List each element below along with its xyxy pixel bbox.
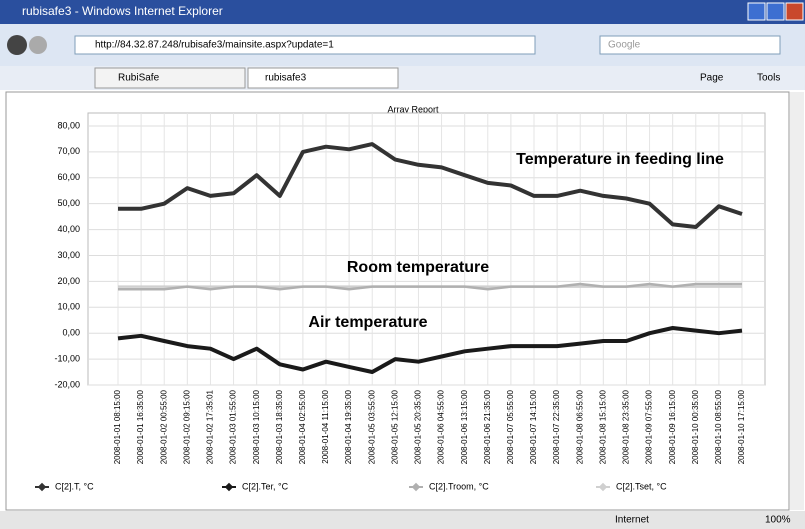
x-tick-label: 2008-01-02 00:55:00: [159, 389, 168, 464]
x-tick-label: 2008-01-03 18:35:00: [275, 389, 284, 464]
scrollbar[interactable]: [790, 92, 804, 510]
x-tick-label: 2008-01-04 02:55:00: [298, 389, 307, 464]
x-tick-label: 2008-01-09 07:55:00: [645, 389, 654, 464]
window-title: rubisafe3 - Windows Internet Explorer: [22, 4, 223, 18]
x-tick-label: 2008-01-08 15:15:00: [598, 389, 607, 464]
url: http://84.32.87.248/rubisafe3/mainsite.a…: [95, 40, 334, 51]
back-button[interactable]: [7, 35, 27, 55]
y-tick-label: 40,00: [57, 224, 80, 234]
x-tick-label: 2008-01-09 16:15:00: [668, 389, 677, 464]
y-tick-label: 70,00: [57, 146, 80, 156]
y-tick-label: 0,00: [62, 328, 80, 338]
y-tick-label: 60,00: [57, 172, 80, 182]
x-tick-label: 2008-01-05 20:35:00: [414, 389, 423, 464]
x-tick-label: 2008-01-03 10:15:00: [252, 389, 261, 464]
x-tick-label: 2008-01-10 00:35:00: [691, 389, 700, 464]
y-tick-label: 20,00: [57, 276, 80, 286]
tab[interactable]: [247, 67, 399, 89]
page-menu[interactable]: Page: [700, 73, 724, 84]
x-tick-label: 2008-01-03 01:55:00: [229, 389, 238, 464]
x-tick-label: 2008-01-08 23:35:00: [622, 389, 631, 464]
search-box[interactable]: [599, 35, 781, 55]
legend-label: C[2].Ter, °C: [242, 481, 289, 491]
x-tick-label: 2008-01-05 12:15:00: [390, 389, 399, 464]
zoom: 100%: [765, 515, 791, 526]
x-tick-label: 2008-01-07 14:15:00: [529, 389, 538, 464]
x-tick-label: 2008-01-07 22:35:00: [552, 389, 561, 464]
x-tick-label: 2008-01-01 08:15:00: [113, 389, 122, 464]
zone: Internet: [615, 515, 649, 526]
annotation: Air temperature: [308, 314, 427, 331]
forward-button[interactable]: [29, 36, 47, 54]
y-tick-label: 30,00: [57, 250, 80, 260]
x-tick-label: 2008-01-05 03:55:00: [367, 389, 376, 464]
x-tick-label: 2008-01-02 17:35:01: [206, 389, 215, 464]
plot-area: [87, 112, 766, 386]
legend-label: C[2].T, °C: [55, 481, 94, 491]
minimize-button[interactable]: [747, 2, 766, 21]
x-tick-label: 2008-01-06 13:15:00: [460, 389, 469, 464]
chart: Array Report -20,00 -10,00 0,00 10,00 20,00 3…: [35, 104, 766, 492]
title-bar: [0, 0, 805, 24]
x-tick-label: 2008-01-10 08:55:00: [714, 389, 723, 464]
status-bar: [0, 511, 805, 529]
legend-marker: [411, 482, 421, 492]
x-tick-label: 2008-01-06 21:35:00: [483, 389, 492, 464]
series-line: [117, 326, 743, 374]
maximize-button[interactable]: [766, 2, 785, 21]
search-placeholder: Google: [608, 40, 641, 51]
tab-label: RubiSafe: [118, 73, 160, 84]
y-tick-label: 50,00: [57, 198, 80, 208]
x-tick-label: 2008-01-08 06:55:00: [575, 389, 584, 464]
series-line: [118, 282, 742, 291]
y-tick-label: 80,00: [57, 120, 80, 130]
tab-label: rubisafe3: [265, 73, 307, 84]
x-tick-label: 2008-01-06 04:55:00: [437, 389, 446, 464]
legend-marker: [37, 482, 47, 492]
legend-label: C[2].Troom, °C: [429, 481, 489, 491]
y-tick-label: -10,00: [54, 353, 80, 363]
x-tick-label: 2008-01-10 17:15:00: [737, 389, 746, 464]
legend-marker: [598, 482, 608, 492]
x-tick-label: 2008-01-04 11:15:00: [321, 389, 330, 463]
x-tick-label: 2008-01-02 09:15:00: [182, 389, 191, 464]
x-tick-label: 2008-01-07 05:55:00: [506, 389, 515, 464]
x-tick-label: 2008-01-01 16:35:00: [136, 389, 145, 464]
legend-marker: [224, 482, 234, 492]
y-tick-label: -20,00: [54, 379, 80, 389]
x-tick-label: 2008-01-04 19:35:00: [344, 389, 353, 464]
annotation: Temperature in feeding line: [516, 151, 724, 168]
chart-title: Array Report: [387, 104, 439, 114]
series-line: [118, 142, 743, 229]
address-box[interactable]: [74, 35, 536, 55]
y-tick-label: 10,00: [57, 302, 80, 312]
close-button[interactable]: [785, 2, 804, 21]
tools-menu[interactable]: Tools: [757, 73, 780, 84]
annotation: Room temperature: [347, 259, 489, 276]
legend-label: C[2].Tset, °C: [616, 481, 667, 491]
tab[interactable]: [94, 67, 246, 89]
